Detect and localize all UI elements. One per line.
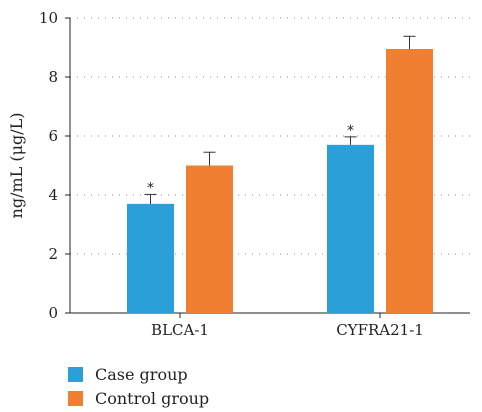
bar-0-1 xyxy=(327,144,374,313)
x-tick-label-0: BLCA-1 xyxy=(151,321,209,339)
y-axis-title: ng/mL (μg/L) xyxy=(7,113,26,219)
bar-0-0 xyxy=(127,203,174,313)
y-tick-label-0: 0 xyxy=(48,304,58,322)
legend-label-case: Case group xyxy=(95,364,188,384)
bar-chart: 0 2 4 6 8 10 ng/mL (μg/L) BLCA-1 * CYFRA21-1 * xyxy=(7,9,470,339)
legend-label-control: Control group xyxy=(95,388,210,408)
y-tick-label-8: 8 xyxy=(48,68,58,86)
x-tick-label-1: CYFRA21-1 xyxy=(336,321,424,339)
bar-1-0 xyxy=(186,165,233,313)
legend: Case group Control group xyxy=(68,362,209,410)
y-tick-label-10: 10 xyxy=(39,9,58,27)
legend-item-control: Control group xyxy=(68,386,209,410)
y-tick-label-4: 4 xyxy=(48,186,58,204)
significance-marker-0-1: * xyxy=(347,123,354,139)
significance-marker-0-0: * xyxy=(147,180,154,196)
y-tick-label-2: 2 xyxy=(48,245,58,263)
bar-1-1 xyxy=(386,48,433,313)
y-tick-label-6: 6 xyxy=(48,127,58,145)
legend-swatch-case xyxy=(68,366,83,382)
legend-swatch-control xyxy=(68,390,83,406)
legend-item-case: Case group xyxy=(68,362,209,386)
